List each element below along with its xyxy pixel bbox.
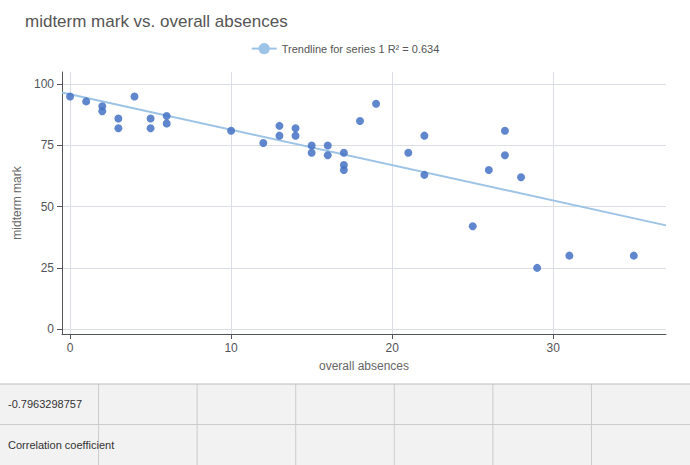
- svg-text:75: 75: [41, 138, 55, 152]
- svg-text:0: 0: [47, 322, 54, 336]
- svg-text:Trendline for series 1 R² = 0.: Trendline for series 1 R² = 0.634: [282, 43, 440, 55]
- svg-text:overall absences: overall absences: [319, 359, 409, 373]
- svg-text:10: 10: [224, 341, 238, 355]
- svg-text:20: 20: [386, 341, 400, 355]
- svg-text:-0.7963298757: -0.7963298757: [8, 398, 82, 410]
- svg-text:25: 25: [41, 261, 55, 275]
- svg-text:midterm mark vs. overall absen: midterm mark vs. overall absences: [25, 12, 288, 31]
- svg-text:Correlation coefficient: Correlation coefficient: [8, 439, 114, 451]
- svg-text:30: 30: [547, 341, 561, 355]
- svg-text:100: 100: [34, 77, 54, 91]
- svg-text:0: 0: [67, 341, 74, 355]
- svg-text:50: 50: [41, 200, 55, 214]
- svg-text:midterm mark: midterm mark: [10, 165, 24, 239]
